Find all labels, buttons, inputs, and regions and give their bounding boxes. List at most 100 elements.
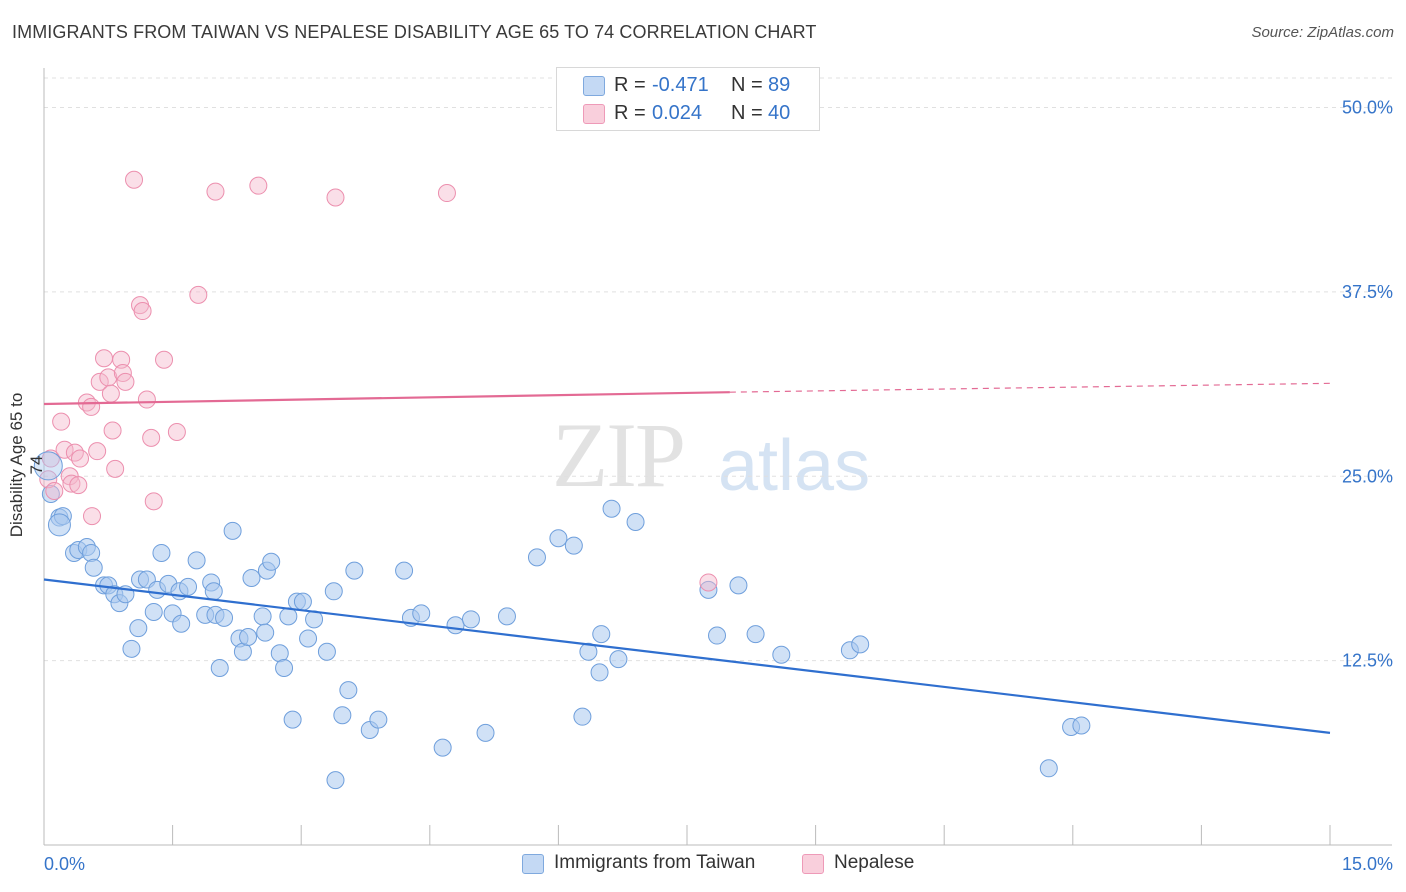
- taiwan-point: [204, 582, 223, 601]
- nepalese-point: [45, 482, 64, 500]
- taiwan-point-large: [47, 513, 71, 537]
- chart-title: IMMIGRANTS FROM TAIWAN VS NEPALESE DISAB…: [12, 22, 817, 42]
- taiwan-point: [433, 738, 452, 757]
- taiwan-legend-swatch: [522, 854, 544, 874]
- nepalese-point: [206, 182, 225, 201]
- nepalese-point: [88, 442, 107, 461]
- r-label: R =: [614, 102, 646, 124]
- nepalese-point: [112, 350, 131, 369]
- n-value: 89: [768, 74, 791, 96]
- watermark-atlas: atlas: [718, 426, 871, 506]
- taiwan-point: [1072, 716, 1091, 735]
- x-tick-label-max: 15.0%: [1342, 854, 1393, 874]
- taiwan-point: [187, 551, 206, 570]
- taiwan-point: [333, 706, 352, 725]
- nepalese-point: [144, 492, 163, 511]
- taiwan-point: [412, 604, 431, 623]
- nepalese-point: [55, 440, 74, 459]
- nepalese-legend-swatch: [802, 854, 824, 874]
- taiwan-point: [84, 558, 103, 577]
- x-tick-label-min: 0.0%: [44, 854, 85, 874]
- taiwan-point: [293, 592, 312, 611]
- nepalese-point: [65, 443, 84, 462]
- taiwan-point: [497, 607, 516, 626]
- taiwan-swatch: [583, 76, 605, 96]
- taiwan-point: [129, 619, 148, 638]
- taiwan-point: [345, 561, 364, 580]
- nepalese-point: [71, 449, 90, 468]
- stats-legend: R = -0.471 N = 89 R = 0.024 N = 40: [556, 67, 820, 131]
- taiwan-point: [549, 529, 568, 548]
- n-label: N =: [731, 102, 763, 124]
- taiwan-point: [708, 626, 727, 645]
- nepalese-point: [189, 285, 208, 304]
- nepalese-point: [106, 459, 125, 478]
- y-axis-label: Disability Age 65 to 74: [7, 392, 46, 538]
- taiwan-point: [152, 543, 171, 562]
- taiwan-point: [369, 710, 388, 729]
- taiwan-point: [299, 629, 318, 648]
- taiwan-point: [122, 639, 141, 658]
- nepalese-point: [699, 573, 718, 592]
- taiwan-point: [446, 616, 465, 635]
- taiwan-point: [564, 536, 583, 555]
- r-label: R =: [614, 74, 646, 96]
- nepalese-point: [90, 372, 109, 391]
- nepalese-point: [83, 507, 102, 526]
- taiwan-point: [215, 608, 234, 627]
- taiwan-point: [239, 628, 258, 647]
- taiwan-point: [253, 607, 272, 626]
- taiwan-point: [1039, 759, 1058, 778]
- legend-label-taiwan: Immigrants from Taiwan: [554, 852, 756, 873]
- nepalese-point: [95, 349, 114, 368]
- nepalese-point: [249, 176, 268, 195]
- taiwan-point: [602, 499, 621, 518]
- nepalese-swatch: [583, 104, 605, 124]
- taiwan-point: [242, 569, 261, 588]
- taiwan-point: [326, 771, 345, 790]
- taiwan-point: [41, 484, 60, 503]
- taiwan-point: [223, 521, 242, 540]
- taiwan-point: [82, 543, 101, 562]
- taiwan-point: [851, 635, 870, 654]
- nepalese-point: [133, 302, 152, 321]
- taiwan-trend-line: [43, 578, 1331, 734]
- taiwan-point: [179, 577, 198, 596]
- taiwan-point: [262, 552, 281, 571]
- taiwan-point: [590, 663, 609, 682]
- r-value: 0.024: [652, 102, 703, 124]
- nepalese-point: [69, 476, 88, 495]
- taiwan-point: [476, 723, 495, 742]
- taiwan-point: [592, 625, 611, 644]
- taiwan-point: [699, 580, 718, 599]
- nepalese-point: [82, 397, 101, 416]
- taiwan-point: [283, 710, 302, 729]
- taiwan-point: [772, 645, 791, 664]
- nepalese-trend-extension: [729, 382, 1331, 393]
- nepalese-point: [116, 372, 135, 391]
- nepalese-point: [41, 449, 60, 468]
- watermark-zip: ZIP: [552, 404, 686, 506]
- nepalese-point: [52, 412, 71, 431]
- taiwan-point: [609, 650, 628, 669]
- y-tick-label: 12.5%: [1342, 651, 1393, 671]
- n-value: 40: [768, 102, 791, 124]
- taiwan-point: [746, 625, 765, 644]
- taiwan-point-large: [33, 451, 63, 481]
- nepalese-point: [142, 428, 161, 447]
- nepalese-point: [62, 474, 81, 493]
- taiwan-point: [527, 548, 546, 567]
- nepalese-point: [155, 350, 174, 369]
- nepalese-point: [437, 184, 456, 203]
- taiwan-point: [275, 659, 294, 677]
- taiwan-point: [626, 512, 645, 531]
- taiwan-point: [729, 576, 748, 595]
- nepalese-point: [39, 470, 58, 489]
- taiwan-point: [172, 614, 191, 633]
- nepalese-trend-line: [43, 391, 730, 406]
- n-label: N =: [731, 74, 763, 96]
- y-tick-label: 37.5%: [1342, 282, 1393, 302]
- stats-row-nepalese: R = 0.024 N = 40: [557, 100, 819, 128]
- taiwan-point: [339, 681, 358, 700]
